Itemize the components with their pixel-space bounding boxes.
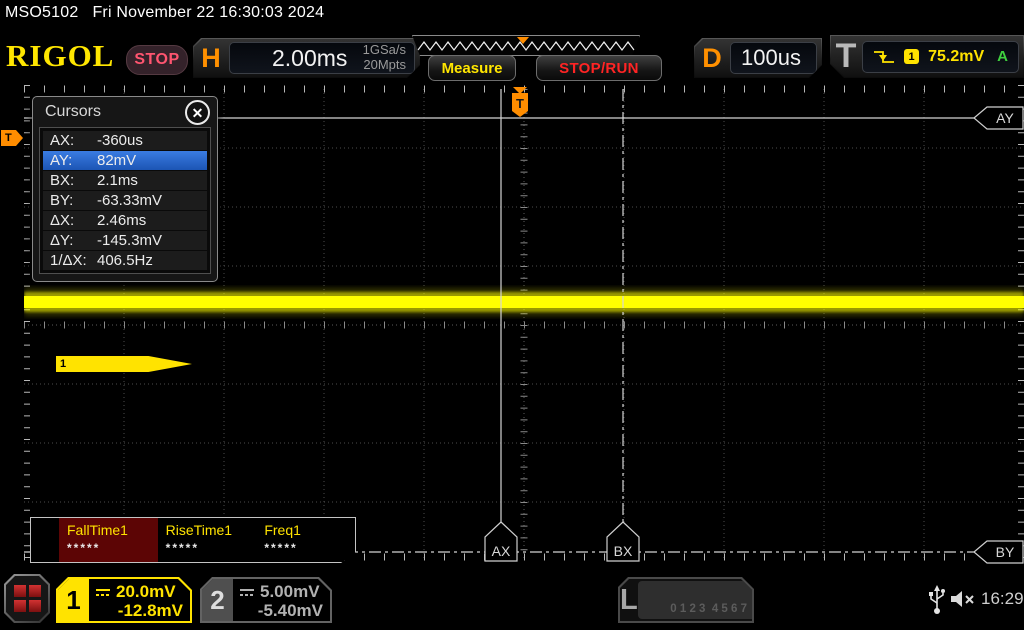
channel2-status[interactable]: 2 5.00mV -5.40mV	[200, 577, 332, 623]
logic-analyzer-label: L	[620, 583, 638, 616]
cursors-readout-list: AX: -360us AY: 82mV BX: 2.1ms BY: -63.33mV Δ…	[39, 127, 211, 274]
center-axis-ticks	[24, 89, 1024, 561]
trigger-button[interactable]: T 1 75.2mV A	[830, 35, 1024, 78]
svg-text:BY: BY	[996, 544, 1015, 560]
channel2-number: 2	[202, 579, 233, 621]
measurement-falltime1[interactable]: FallTime1 *****	[59, 518, 158, 562]
channel1-waveform	[24, 288, 1024, 316]
cursor-row-dy[interactable]: ΔY: -145.3mV	[43, 231, 207, 250]
digital-channels-list: 0 1 2 3 4 5 6 7 8 9 1011 12131415	[638, 581, 769, 619]
graticule: AX BX AY BY T	[24, 85, 1024, 567]
waveform-display-area: AX BX AY BY T	[24, 85, 1024, 567]
cursor-bx-tag[interactable]: BX	[606, 521, 640, 562]
sample-rate: 1GSa/s	[362, 42, 406, 58]
channel1-status[interactable]: 1 20.0mV -12.8mV	[56, 577, 192, 623]
close-icon[interactable]: ✕	[185, 100, 210, 125]
usb-icon	[929, 585, 945, 614]
acquisition-state-badge: STOP	[126, 45, 188, 75]
delay-value: 100us	[741, 45, 801, 70]
timebase-value: 2.00ms	[272, 44, 348, 71]
trigger-position-marker[interactable]: T	[512, 87, 528, 117]
titlebar: MSO5102 Fri November 22 16:30:03 2024	[5, 4, 324, 22]
cursor-row-ax[interactable]: AX: -360us	[43, 131, 207, 150]
measurements-panel: FallTime1 ***** RiseTime1 ***** Freq1 **…	[30, 517, 356, 563]
channel1-number: 1	[58, 579, 89, 621]
channel2-scale: 5.00mV	[260, 582, 320, 601]
timebase-pill: 2.00ms 1GSa/s 20Mpts	[229, 42, 415, 74]
datetime: Fri November 22 16:30:03 2024	[92, 4, 325, 21]
trigger-key: T	[835, 37, 857, 75]
trigger-source-badge: 1	[904, 49, 919, 64]
delay-pill: 100us	[730, 42, 817, 74]
cursor-row-inv-dx[interactable]: 1/ΔX: 406.5Hz	[43, 251, 207, 270]
cursors-panel: Cursors ✕ AX: -360us AY: 82mV BX: 2.1ms BY:…	[32, 96, 218, 282]
dc-coupling-icon	[95, 588, 111, 597]
trigger-level-value: 75.2mV	[928, 47, 985, 65]
overview-trigger-position-icon[interactable]	[517, 37, 529, 44]
measure-button[interactable]: Measure	[428, 55, 516, 81]
cursor-row-ay[interactable]: AY: 82mV	[43, 151, 207, 170]
delay-key: D	[702, 42, 722, 73]
cursor-row-by[interactable]: BY: -63.33mV	[43, 191, 207, 210]
horizontal-key: H	[201, 42, 221, 73]
speaker-muted-icon[interactable]	[949, 588, 977, 610]
measurement-risetime1[interactable]: RiseTime1 *****	[165, 522, 233, 555]
trigger-mode-auto: A	[997, 48, 1008, 65]
delay-button[interactable]: D 100us	[694, 38, 822, 78]
cursor-row-bx[interactable]: BX: 2.1ms	[43, 171, 207, 190]
rigol-logo: RIGOL	[6, 38, 115, 73]
channel2-offset: -5.40mV	[257, 601, 323, 620]
clock: 16:29	[981, 589, 1024, 608]
falling-edge-icon	[873, 49, 895, 65]
svg-text:BX: BX	[614, 543, 633, 559]
horizontal-timebase-button[interactable]: H 2.00ms 1GSa/s 20Mpts	[193, 38, 420, 78]
waveform-overview-bar[interactable]	[412, 35, 640, 56]
svg-text:T: T	[516, 96, 524, 111]
model-name: MSO5102	[5, 4, 79, 21]
trigger-level-marker[interactable]: T	[1, 130, 23, 146]
memory-depth: 20Mpts	[363, 57, 406, 72]
acquisition-rates: 1GSa/s 20Mpts	[363, 43, 406, 72]
svg-text:AY: AY	[996, 110, 1014, 126]
dc-coupling-icon	[239, 588, 255, 597]
menu-grid-button[interactable]	[4, 574, 50, 623]
trigger-pill: 1 75.2mV A	[862, 41, 1019, 73]
channel1-ground-marker[interactable]: 1	[56, 356, 192, 372]
cursor-by-tag[interactable]: BY	[973, 540, 1024, 564]
channel1-offset: -12.8mV	[117, 601, 183, 620]
measurement-freq1[interactable]: Freq1 *****	[264, 522, 301, 555]
menu-grid-icon	[6, 576, 48, 621]
cursor-ax-tag[interactable]: AX	[484, 521, 518, 562]
logic-analyzer-status[interactable]: L 0 1 2 3 4 5 6 7 8 9 1011 12131415	[618, 577, 754, 623]
cursor-row-dx[interactable]: ΔX: 2.46ms	[43, 211, 207, 230]
stop-run-button[interactable]: STOP/RUN	[536, 55, 662, 81]
overview-waveform-icon	[413, 36, 639, 55]
cursors-panel-title: Cursors	[45, 102, 102, 120]
cursor-ay-tag[interactable]: AY	[973, 106, 1024, 130]
channel1-scale: 20.0mV	[116, 582, 176, 601]
svg-text:AX: AX	[492, 543, 511, 559]
